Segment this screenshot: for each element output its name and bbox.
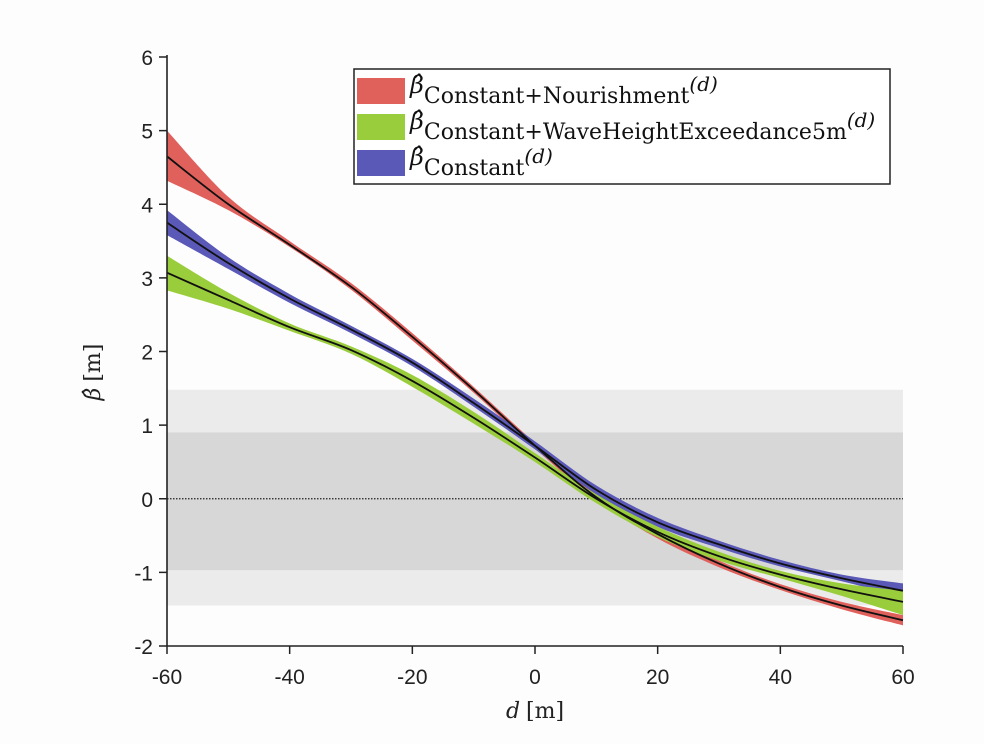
legend-swatch [357, 78, 405, 104]
legend-label: β̂Constant(d) [409, 143, 553, 181]
y-axis-label: β̂[m] [81, 344, 106, 402]
ticks: -2 -1 0 1 2 3 4 5 6 -60 -40 -20 0 20 40 60 [134, 47, 914, 689]
y-tick-label: -2 [134, 636, 153, 659]
mean-line-Constant+WaveHeightExceedance5m [166, 271, 904, 603]
x-tick-label: 20 [646, 666, 669, 689]
mean-line-Constant [166, 221, 904, 592]
y-tick-label: 3 [141, 268, 153, 291]
x-tick-label: -20 [397, 666, 427, 689]
series-layer [166, 130, 904, 626]
x-tick-label: 40 [769, 666, 792, 689]
bands-layer [167, 389, 903, 606]
legend-label: β̂Constant+WaveHeightExceedance5m(d) [409, 107, 875, 145]
y-tick-label: 5 [141, 121, 153, 144]
y-tick-label: -1 [134, 562, 153, 585]
y-tick-label: 0 [141, 489, 153, 512]
legend-label: β̂Constant+Nourishment(d) [409, 71, 718, 109]
legend: β̂Constant+Nourishment(d)β̂Constant+Wave… [353, 68, 891, 185]
legend-swatch [357, 150, 405, 176]
y-tick-label: 1 [141, 415, 153, 438]
y-tick-label: 6 [141, 47, 153, 70]
x-tick-label: 0 [529, 666, 541, 689]
legend-box [353, 68, 891, 185]
x-axis-label: d [m] [506, 699, 564, 724]
y-tick-label: 2 [141, 342, 153, 365]
x-tick-label: -60 [152, 666, 182, 689]
legend-swatch [357, 114, 405, 140]
y-tick-label: 4 [141, 194, 153, 217]
svg-text:β̂[m]: β̂[m] [81, 344, 106, 402]
x-tick-label: -40 [274, 666, 304, 689]
x-tick-label: 60 [891, 666, 914, 689]
